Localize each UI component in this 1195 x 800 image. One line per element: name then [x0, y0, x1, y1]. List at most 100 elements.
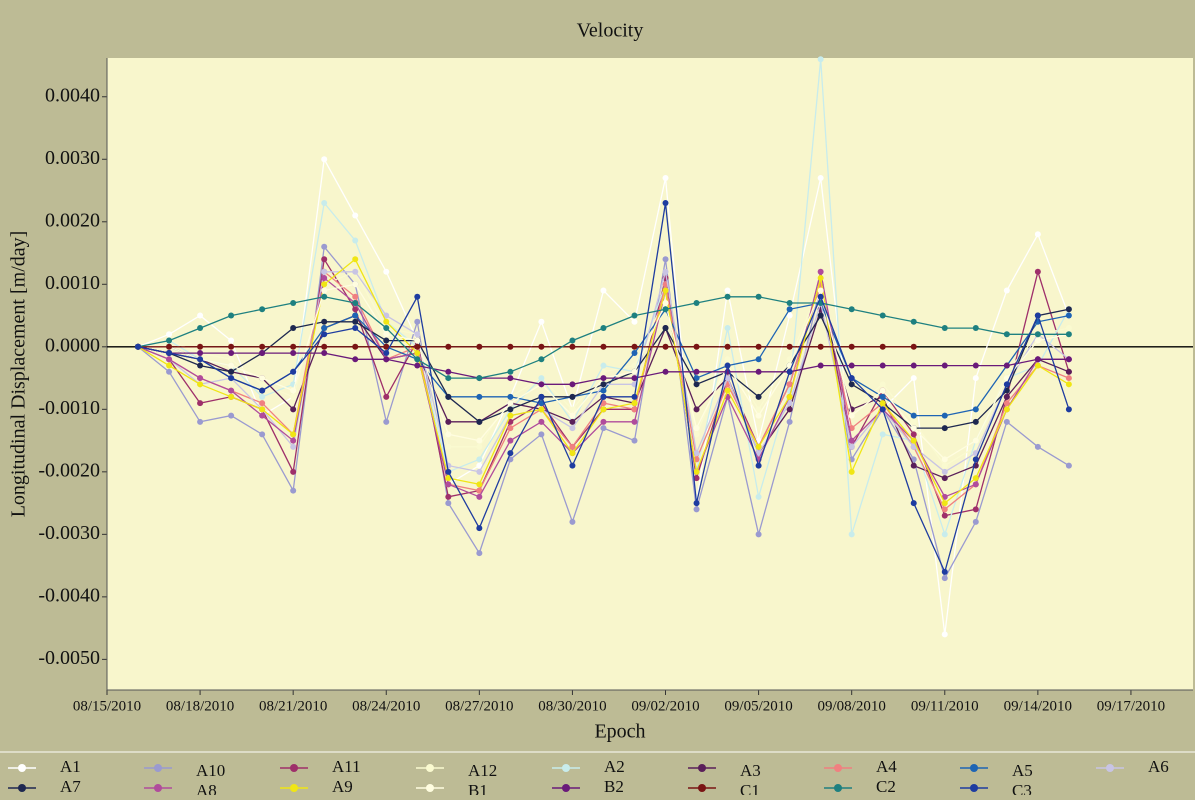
- data-point: [228, 368, 235, 375]
- data-point: [321, 268, 328, 275]
- data-point: [972, 506, 979, 513]
- data-point: [259, 431, 266, 438]
- data-point: [476, 468, 483, 475]
- data-point: [414, 362, 421, 369]
- data-point: [445, 468, 452, 475]
- data-point: [259, 350, 266, 357]
- data-point: [414, 331, 421, 338]
- data-point: [290, 300, 297, 307]
- data-point: [383, 325, 390, 332]
- data-point: [724, 375, 731, 382]
- data-point: [693, 343, 700, 350]
- data-point: [569, 425, 576, 432]
- data-point: [600, 375, 607, 382]
- x-tick-label: 09/17/2010: [1097, 698, 1165, 714]
- data-point: [197, 381, 204, 388]
- data-point: [1034, 443, 1041, 450]
- data-point: [445, 493, 452, 500]
- data-point: [693, 381, 700, 388]
- x-tick-label: 09/08/2010: [818, 698, 886, 714]
- data-point: [879, 381, 886, 388]
- data-point: [1003, 331, 1010, 338]
- data-point: [910, 418, 917, 425]
- data-point: [817, 275, 824, 282]
- legend-label: A12: [468, 761, 497, 780]
- data-point: [662, 343, 669, 350]
- data-point: [476, 525, 483, 532]
- data-point: [910, 343, 917, 350]
- data-point: [941, 531, 948, 538]
- legend-label: C1: [740, 781, 760, 795]
- data-point: [259, 412, 266, 419]
- data-point: [693, 506, 700, 513]
- data-point: [662, 368, 669, 375]
- data-point: [910, 425, 917, 432]
- data-point: [910, 462, 917, 469]
- data-point: [507, 437, 514, 444]
- data-point: [755, 412, 762, 419]
- x-tick-label: 09/11/2010: [911, 698, 979, 714]
- data-point: [476, 493, 483, 500]
- legend-label: A11: [332, 757, 361, 776]
- data-point: [817, 343, 824, 350]
- data-point: [476, 443, 483, 450]
- data-point: [879, 387, 886, 394]
- data-point: [693, 425, 700, 432]
- data-point: [786, 368, 793, 375]
- data-point: [259, 381, 266, 388]
- data-point: [724, 343, 731, 350]
- data-point: [1003, 368, 1010, 375]
- legend-label: B1: [468, 781, 488, 795]
- data-point: [693, 475, 700, 482]
- data-point: [972, 456, 979, 463]
- data-point: [600, 387, 607, 394]
- data-point: [662, 325, 669, 332]
- legend-label: A4: [876, 757, 897, 776]
- y-tick-label: 0.0000: [45, 334, 100, 356]
- x-tick-label: 08/24/2010: [352, 698, 420, 714]
- data-point: [817, 56, 824, 63]
- data-point: [941, 425, 948, 432]
- data-point: [259, 406, 266, 413]
- data-point: [910, 412, 917, 419]
- data-point: [445, 418, 452, 425]
- data-point: [569, 412, 576, 419]
- data-point: [817, 293, 824, 300]
- x-tick-label: 09/02/2010: [631, 698, 699, 714]
- data-point: [972, 362, 979, 369]
- data-point: [538, 375, 545, 382]
- x-tick-label: 08/21/2010: [259, 698, 327, 714]
- data-point: [507, 343, 514, 350]
- legend-marker: [290, 764, 298, 772]
- data-point: [941, 631, 948, 638]
- data-point: [228, 362, 235, 369]
- data-point: [631, 350, 638, 357]
- data-point: [693, 450, 700, 457]
- data-point: [786, 300, 793, 307]
- data-point: [290, 393, 297, 400]
- data-point: [1034, 268, 1041, 275]
- y-axis-label: Longitudinal Displacement [m/day]: [8, 231, 30, 518]
- data-point: [600, 381, 607, 388]
- data-point: [755, 443, 762, 450]
- data-point: [321, 281, 328, 288]
- data-point: [538, 356, 545, 363]
- data-point: [600, 393, 607, 400]
- data-point: [383, 356, 390, 363]
- data-point: [631, 318, 638, 325]
- data-point: [879, 406, 886, 413]
- data-point: [941, 568, 948, 575]
- data-point: [817, 287, 824, 294]
- legend-label: C2: [876, 777, 896, 795]
- data-point: [321, 293, 328, 300]
- data-point: [352, 356, 359, 363]
- data-point: [569, 393, 576, 400]
- data-point: [259, 375, 266, 382]
- data-point: [1003, 400, 1010, 407]
- legend-marker: [426, 764, 434, 772]
- data-point: [569, 418, 576, 425]
- data-point: [1065, 356, 1072, 363]
- y-tick-label: 0.0040: [45, 84, 100, 106]
- legend-label: A8: [196, 781, 217, 795]
- data-point: [290, 431, 297, 438]
